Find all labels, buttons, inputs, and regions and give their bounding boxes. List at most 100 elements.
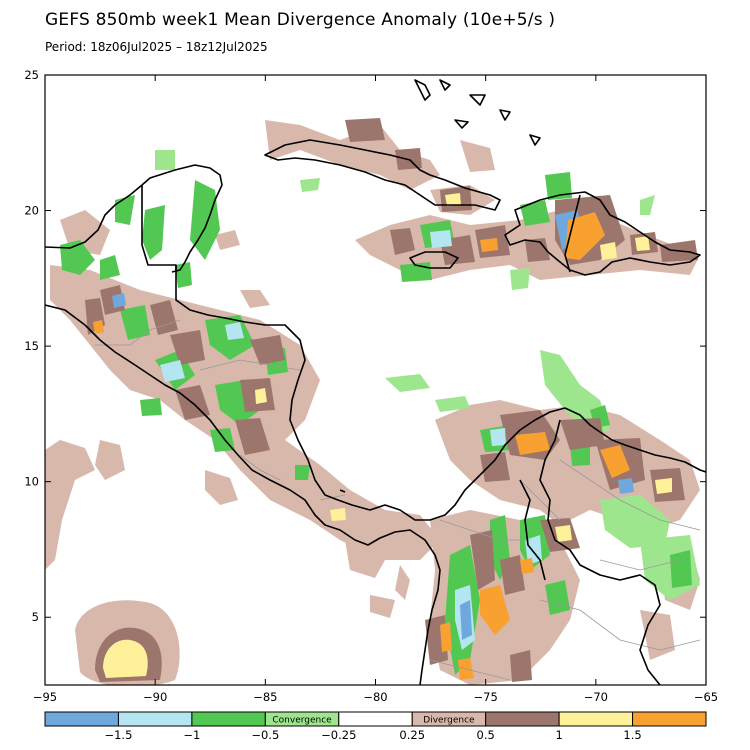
divergence-core <box>600 445 630 478</box>
divergence-core <box>330 508 346 521</box>
convergence-patch <box>140 398 162 416</box>
divergence-core <box>445 193 461 206</box>
divergence-patch <box>370 595 395 618</box>
colorbar-swatch <box>485 711 560 727</box>
y-tick-label: 10 <box>24 475 39 489</box>
divergence-patch <box>500 555 525 595</box>
colorbar-label: 1 <box>555 728 562 742</box>
colorbar-swatch <box>191 711 266 727</box>
colorbar-label: −1.5 <box>104 728 132 742</box>
convergence-patch <box>510 268 530 290</box>
divergence-patch <box>265 120 440 190</box>
divergence-patch <box>395 565 410 600</box>
divergence-label: Divergence <box>423 716 475 726</box>
colorbar-swatch <box>632 711 707 727</box>
x-tick-label: −65 <box>694 690 718 704</box>
divergence-patch <box>250 335 285 365</box>
divergence-core <box>440 622 452 652</box>
colorbar-label: 1.5 <box>623 728 641 742</box>
divergence-patch <box>215 230 240 250</box>
axis-ticks: −95 −90 −85 −80 −75 −70 −65 5 10 15 20 25 <box>24 68 718 704</box>
chart-period: Period: 18z06Jul2025 – 18z12Jul2025 <box>45 40 268 54</box>
divergence-patch <box>235 418 270 455</box>
divergence-patch <box>95 440 125 480</box>
colorbar-swatch <box>44 711 119 727</box>
pacific-coast-central-america <box>45 304 441 685</box>
divergence-core <box>565 212 605 260</box>
convergence-patch <box>385 374 430 392</box>
x-tick-label: −80 <box>363 690 387 704</box>
colombia-caribbean <box>479 407 706 476</box>
mexico-coast <box>45 164 223 273</box>
divergence-patch <box>45 440 95 570</box>
colorbar-swatch <box>558 711 634 727</box>
x-tick-label: −85 <box>253 690 277 704</box>
caribbean-coast-central-america <box>207 314 481 521</box>
colorbar-swatch <box>338 711 413 727</box>
y-tick-label: 20 <box>24 204 39 218</box>
divergence-core <box>103 639 148 678</box>
colorbar-label: −0.5 <box>251 728 279 742</box>
colombia-border <box>519 479 546 581</box>
convergence-core <box>160 360 185 382</box>
convergence-label: Convergence <box>272 716 332 726</box>
divergence-patch <box>525 238 550 262</box>
divergence-patch <box>240 290 270 308</box>
convergence-core <box>225 322 244 340</box>
san-andres <box>339 489 346 493</box>
colorbar-label: −0.25 <box>321 728 356 742</box>
divergence-patch <box>345 530 385 578</box>
divergence-patch <box>390 228 415 255</box>
divergence-patch <box>510 650 532 682</box>
convergence-patch <box>435 396 470 412</box>
divergence-patch <box>480 452 510 482</box>
x-tick-label: −95 <box>33 690 57 704</box>
jamaica <box>409 251 459 269</box>
colorbar-label: 0.25 <box>399 728 425 742</box>
convergence-patch <box>600 495 670 548</box>
convergence-core <box>618 478 634 494</box>
y-tick-label: 15 <box>24 339 39 353</box>
divergence-patch <box>170 330 205 365</box>
divergence-core <box>255 388 267 404</box>
divergence-patch <box>100 285 125 315</box>
colorbar: −1.5 −1 −0.5 −0.25 0.25 0.5 1 1.5 Convergence Div… <box>44 711 707 742</box>
divergence-patch <box>470 530 495 590</box>
convergence-patch <box>100 255 120 280</box>
convergence-patch <box>210 428 235 452</box>
chart-title: GEFS 850mb week1 Mean Divergence Anomaly… <box>45 10 556 30</box>
convergence-patch <box>175 262 192 288</box>
hispaniola <box>504 191 701 276</box>
convergence-patch <box>155 150 175 170</box>
divergence-core <box>480 238 498 252</box>
belize-guatemala <box>175 265 209 316</box>
y-tick-label: 25 <box>24 68 39 82</box>
convergence-patch <box>295 465 310 480</box>
convergence-patch <box>545 172 572 200</box>
divergence-core <box>515 432 550 455</box>
divergence-patch <box>460 140 495 172</box>
x-tick-label: −70 <box>584 690 608 704</box>
divergence-core <box>635 236 650 251</box>
divergence-patch <box>560 418 605 450</box>
convergence-patch <box>120 305 150 340</box>
divergence-core <box>520 558 534 574</box>
divergence-core <box>655 478 672 494</box>
divergence-core <box>600 242 617 260</box>
x-tick-label: −90 <box>143 690 167 704</box>
x-tick-label: −75 <box>474 690 498 704</box>
divergence-patch <box>150 300 178 335</box>
y-tick-label: 5 <box>32 610 39 624</box>
convergence-patch <box>300 178 320 192</box>
coastlines <box>45 79 706 685</box>
convergence-core <box>490 428 506 446</box>
bahamas <box>414 79 541 146</box>
cuba <box>264 139 501 211</box>
convergence-patch <box>115 195 135 225</box>
divergence-patch <box>205 470 238 505</box>
convergence-patch <box>640 195 655 215</box>
divergence-core <box>555 525 572 542</box>
colorbar-swatch <box>117 711 193 727</box>
venezuela-inland <box>539 419 661 685</box>
